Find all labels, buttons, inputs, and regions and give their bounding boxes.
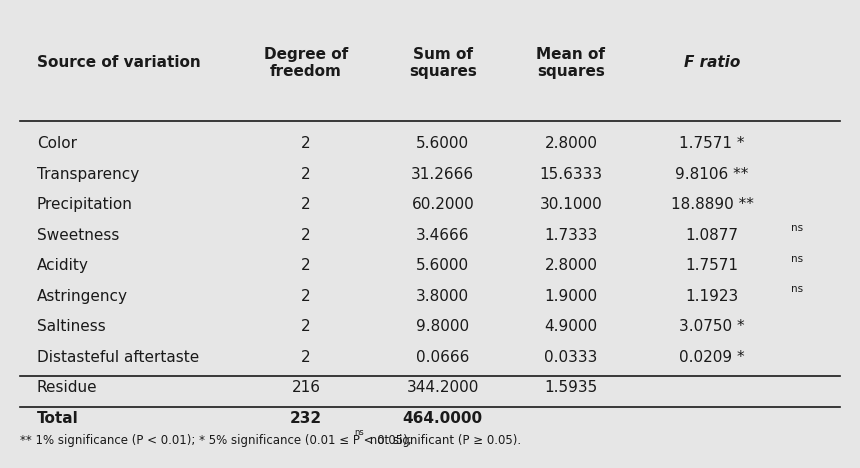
Text: 1.1923: 1.1923 (685, 289, 739, 304)
Text: 0.0209 *: 0.0209 * (679, 350, 745, 365)
Text: 31.2666: 31.2666 (411, 167, 475, 182)
Text: 0.0666: 0.0666 (416, 350, 470, 365)
Text: 1.7333: 1.7333 (544, 228, 598, 243)
Text: 9.8000: 9.8000 (416, 320, 470, 335)
Text: 9.8106 **: 9.8106 ** (675, 167, 749, 182)
Text: Acidity: Acidity (37, 258, 89, 273)
Text: Distasteful aftertaste: Distasteful aftertaste (37, 350, 200, 365)
Text: Color: Color (37, 136, 77, 151)
Text: Total: Total (37, 411, 79, 426)
Text: Sum of
squares: Sum of squares (408, 47, 476, 79)
Text: 1.7571 *: 1.7571 * (679, 136, 745, 151)
Text: 2.8000: 2.8000 (544, 258, 598, 273)
Text: 0.0333: 0.0333 (544, 350, 598, 365)
Text: 2: 2 (301, 197, 311, 212)
Text: 5.6000: 5.6000 (416, 258, 470, 273)
Text: 2: 2 (301, 320, 311, 335)
Text: 18.8890 **: 18.8890 ** (671, 197, 753, 212)
Text: 1.5935: 1.5935 (544, 380, 598, 395)
Text: 2: 2 (301, 167, 311, 182)
Text: 1.0877: 1.0877 (685, 228, 739, 243)
Text: ** 1% significance (P < 0.01); * 5% significance (0.01 ≤ P < 0.05);: ** 1% significance (P < 0.01); * 5% sign… (20, 434, 415, 447)
Text: 15.6333: 15.6333 (539, 167, 603, 182)
Text: 30.1000: 30.1000 (539, 197, 602, 212)
Text: ns: ns (791, 254, 803, 263)
Text: Precipitation: Precipitation (37, 197, 132, 212)
Text: 2.8000: 2.8000 (544, 136, 598, 151)
Text: Degree of
freedom: Degree of freedom (264, 47, 348, 79)
Text: Source of variation: Source of variation (37, 55, 200, 70)
Text: not significant (P ≥ 0.05).: not significant (P ≥ 0.05). (366, 434, 521, 447)
Text: 344.2000: 344.2000 (407, 380, 479, 395)
Text: ns: ns (354, 428, 364, 437)
Text: ns: ns (791, 223, 803, 233)
Text: Sweetness: Sweetness (37, 228, 120, 243)
Text: 2: 2 (301, 350, 311, 365)
Text: 4.9000: 4.9000 (544, 320, 598, 335)
Text: Transparency: Transparency (37, 167, 139, 182)
Text: 2: 2 (301, 136, 311, 151)
Text: 232: 232 (290, 411, 322, 426)
Text: 3.4666: 3.4666 (416, 228, 470, 243)
Text: 1.9000: 1.9000 (544, 289, 598, 304)
Text: 1.7571: 1.7571 (685, 258, 739, 273)
Text: 2: 2 (301, 228, 311, 243)
Text: 216: 216 (292, 380, 321, 395)
Text: 60.2000: 60.2000 (411, 197, 474, 212)
Text: 464.0000: 464.0000 (402, 411, 482, 426)
Text: 3.8000: 3.8000 (416, 289, 470, 304)
Text: 2: 2 (301, 289, 311, 304)
Text: Astringency: Astringency (37, 289, 128, 304)
Text: Residue: Residue (37, 380, 97, 395)
Text: F ratio: F ratio (684, 55, 740, 70)
Text: 2: 2 (301, 258, 311, 273)
Text: 5.6000: 5.6000 (416, 136, 470, 151)
Text: ns: ns (791, 284, 803, 294)
Text: Saltiness: Saltiness (37, 320, 106, 335)
Text: 3.0750 *: 3.0750 * (679, 320, 745, 335)
Text: Mean of
squares: Mean of squares (537, 47, 605, 79)
